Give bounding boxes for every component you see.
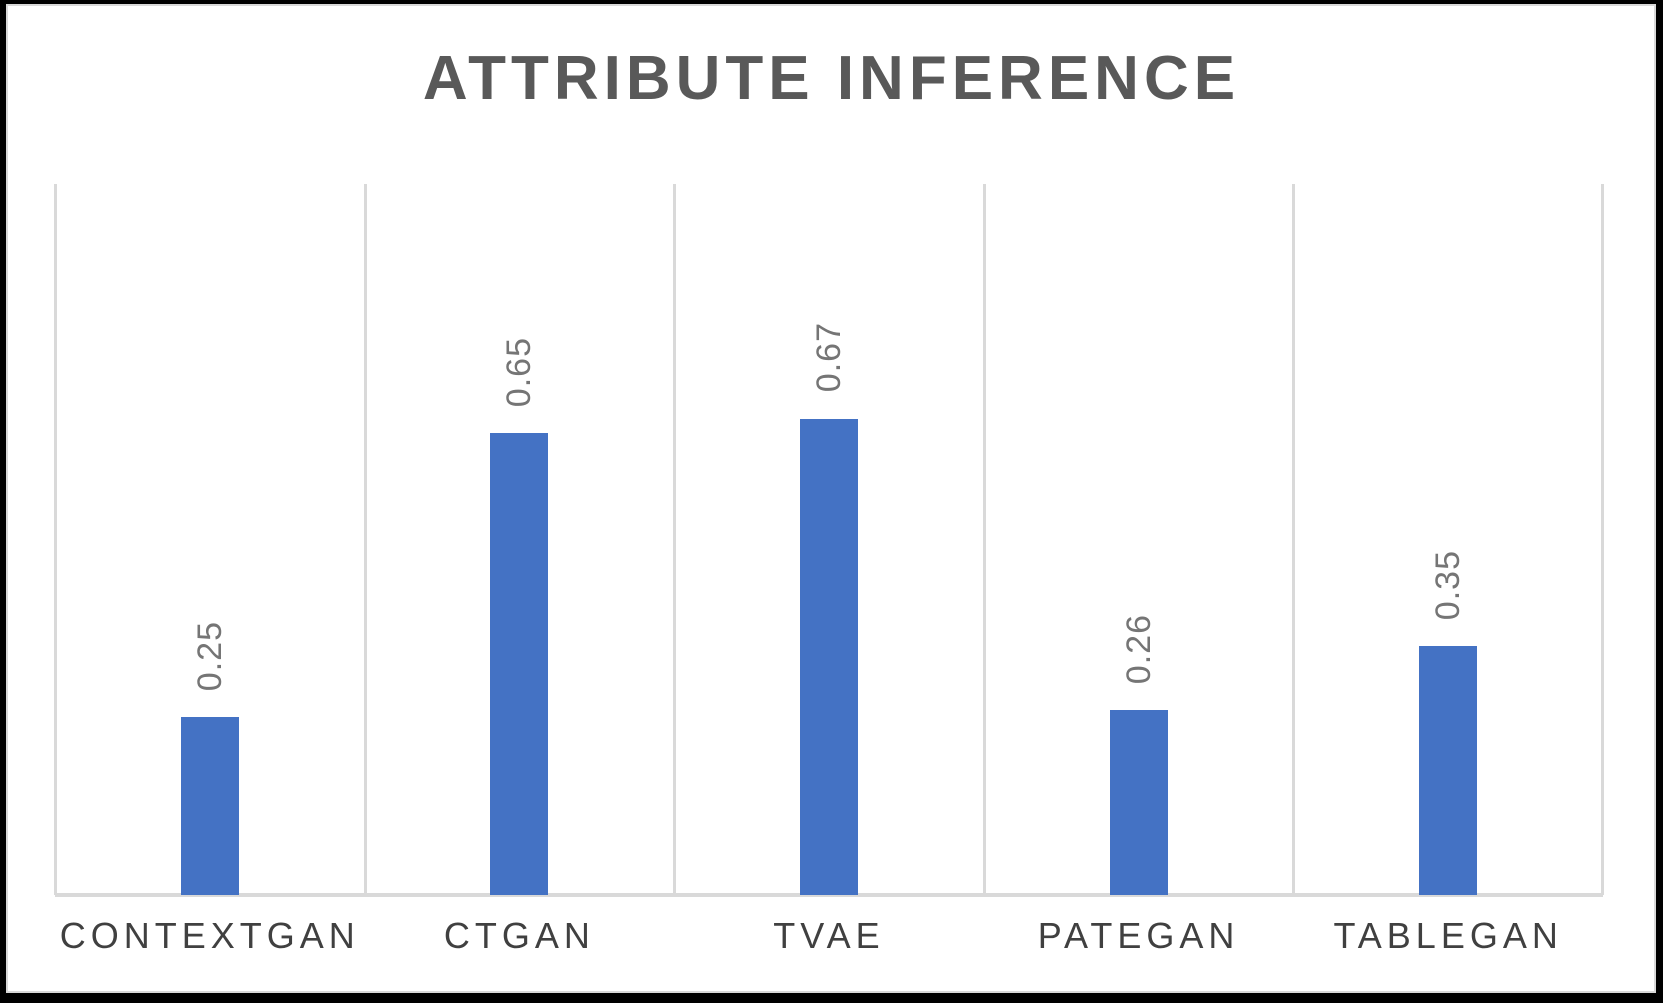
category-label-tvae: TVAE xyxy=(773,915,885,956)
vertical-gridline xyxy=(54,184,57,895)
vertical-gridline xyxy=(982,184,986,895)
category-label-contextgan: CONTEXTGAN xyxy=(59,915,360,956)
vertical-gridline xyxy=(1292,184,1296,895)
vertical-gridline xyxy=(363,184,367,895)
bar-value-label: 0.26 xyxy=(1119,613,1158,685)
bar-cell-tablegan: 0.35 xyxy=(1293,184,1603,895)
x-axis-line xyxy=(55,893,1603,897)
bar xyxy=(1109,710,1168,895)
bar xyxy=(490,432,549,895)
bar-cell-pategan: 0.26 xyxy=(984,184,1294,895)
bar-cell-contextgan: 0.25 xyxy=(55,184,365,895)
category-label-pategan: PATEGAN xyxy=(1037,915,1240,956)
x-axis-labels: CONTEXTGAN CTGAN TVAE PATEGAN TABLEGAN xyxy=(55,916,1603,956)
bar-series: 0.25 0.65 0.67 0.26 0.35 xyxy=(55,184,1603,895)
category-label-tablegan: TABLEGAN xyxy=(1333,915,1563,956)
bar-value-label: 0.65 xyxy=(500,336,539,407)
vertical-gridline xyxy=(1601,184,1604,895)
chart-title: ATTRIBUTE INFERENCE xyxy=(422,44,1241,113)
bar-value-label: 0.25 xyxy=(190,621,229,692)
category-label-ctgan: CTGAN xyxy=(443,915,595,956)
bar xyxy=(1419,646,1478,895)
bar xyxy=(799,418,858,895)
bar-value-label: 0.67 xyxy=(809,322,848,393)
bar-value-label: 0.35 xyxy=(1429,549,1468,621)
bar-cell-tvae: 0.67 xyxy=(674,184,984,895)
bar-cell-ctgan: 0.65 xyxy=(365,184,675,895)
vertical-gridline xyxy=(673,184,677,895)
bar xyxy=(180,717,239,895)
plot-area: 0.25 0.65 0.67 0.26 0.35 xyxy=(54,184,1604,897)
